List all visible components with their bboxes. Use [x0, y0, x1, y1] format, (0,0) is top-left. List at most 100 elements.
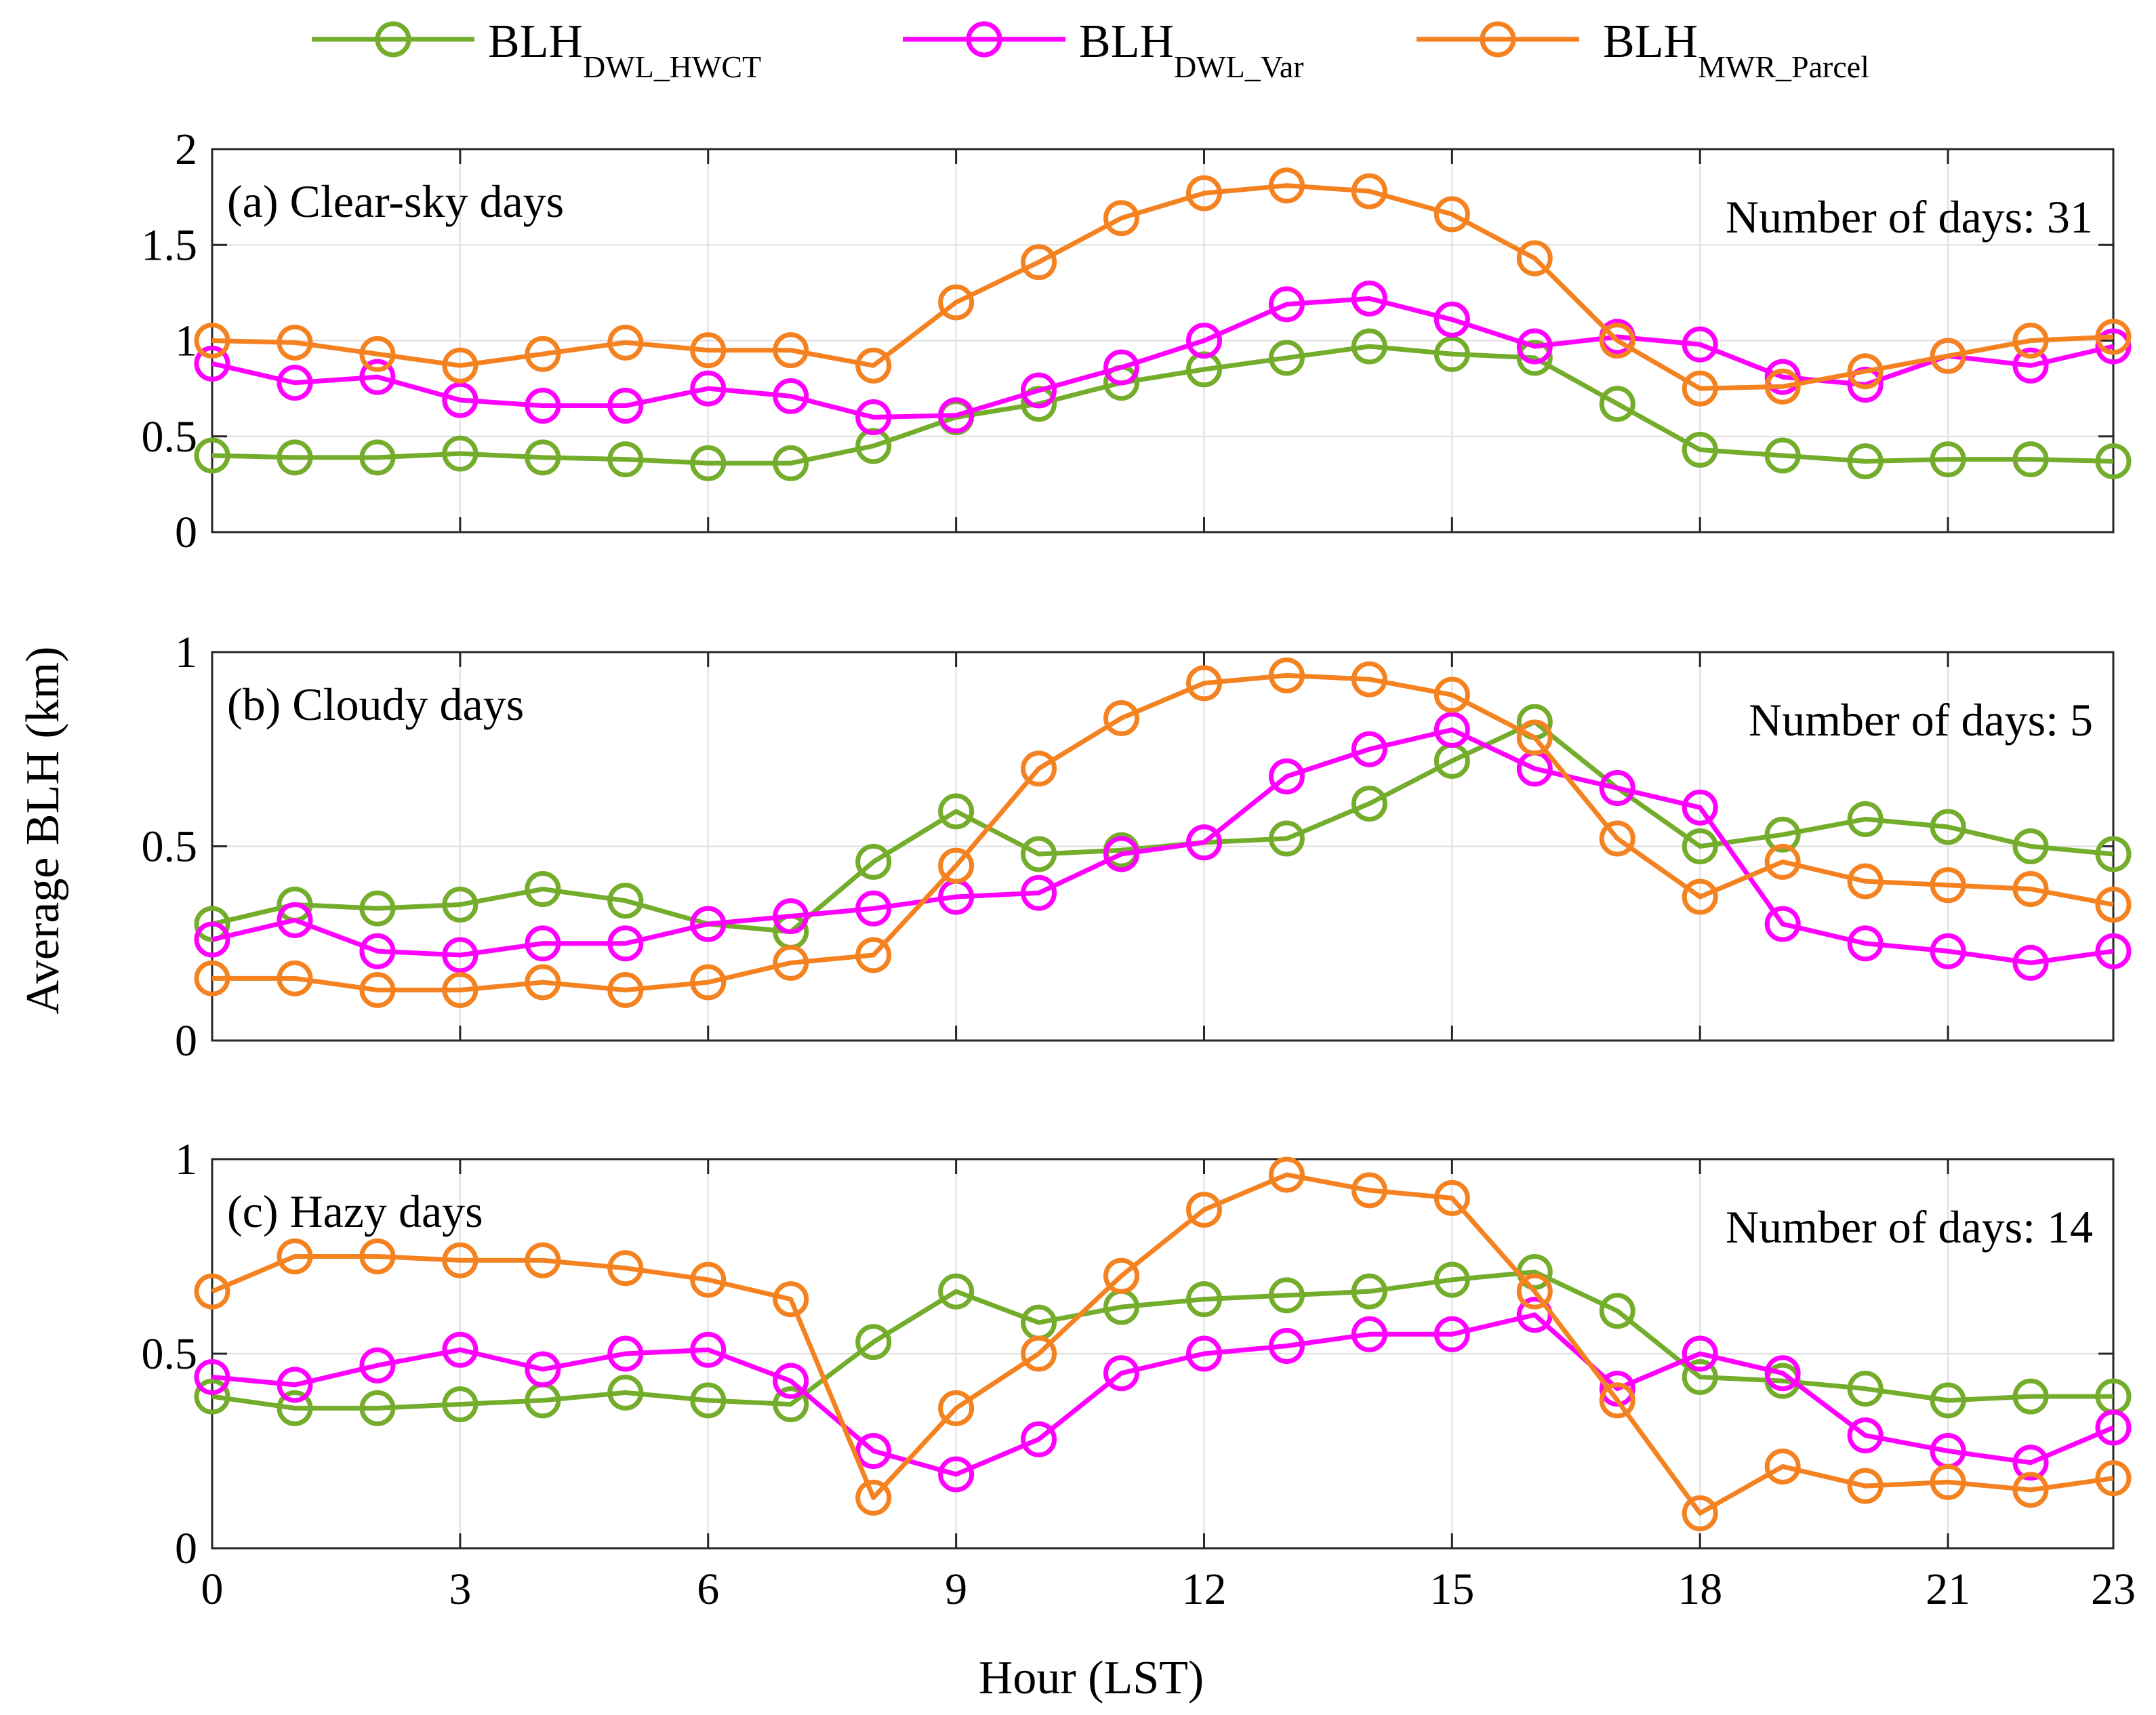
- data-point-var: [525, 388, 561, 424]
- data-point-hwct: [1351, 328, 1387, 365]
- data-point-parcel: [1103, 700, 1140, 736]
- data-point-parcel: [1847, 1468, 1884, 1504]
- data-point-parcel: [690, 964, 727, 1001]
- data-point-hwct: [938, 1273, 975, 1310]
- data-point-var: [1433, 301, 1470, 338]
- y-tick-label: 2: [175, 125, 197, 174]
- data-point-var: [1433, 712, 1470, 748]
- data-point-hwct: [1433, 336, 1470, 372]
- data-point-var: [773, 378, 809, 414]
- data-point-parcel: [1185, 175, 1222, 211]
- data-point-var: [1351, 731, 1387, 767]
- data-point-parcel: [442, 1242, 479, 1278]
- data-point-parcel: [1516, 240, 1553, 277]
- data-point-parcel: [1351, 173, 1387, 209]
- data-point-hwct: [773, 445, 809, 481]
- data-point-parcel: [277, 324, 313, 361]
- days-count-clear-sky: Number of days: 31: [1726, 191, 2093, 243]
- data-point-hwct: [1599, 1293, 1635, 1329]
- data-point-var: [1764, 1355, 1801, 1392]
- data-point-parcel: [1185, 1192, 1222, 1228]
- data-point-parcel: [773, 332, 809, 369]
- data-point-parcel: [2012, 323, 2049, 359]
- data-point-parcel: [2095, 1460, 2132, 1497]
- data-point-parcel: [1433, 677, 1470, 713]
- panel-clear-sky: 0 0.5 1 1.5 2 (a) Clear-sky days Number of day…: [142, 125, 2132, 557]
- y-tick-label: 0: [175, 508, 197, 557]
- data-point-hwct: [607, 883, 644, 919]
- data-point-parcel: [1930, 1464, 1966, 1500]
- data-point-hwct: [773, 1386, 809, 1423]
- y-tick-label: 0.5: [142, 412, 198, 462]
- data-point-parcel: [194, 960, 230, 996]
- data-point-parcel: [1021, 750, 1057, 787]
- panel-hazy: 0 0.5 1 0 3 6 9 12 15 18 21 23 (c) Hazy days Number o…: [142, 1135, 2136, 1614]
- legend-label-hwct: BLHDWL_HWCT: [488, 16, 761, 84]
- data-point-hwct: [690, 1382, 727, 1419]
- data-point-var: [1764, 906, 1801, 942]
- data-point-hwct: [359, 890, 396, 927]
- data-point-parcel: [1599, 820, 1635, 857]
- panel-cloudy: 0 0.5 1 (b) Cloudy days Number of days: 5: [142, 628, 2132, 1066]
- data-point-parcel: [1268, 657, 1305, 693]
- y-tick-label: 1: [175, 317, 197, 366]
- data-point-parcel: [938, 847, 975, 884]
- data-point-var: [277, 1367, 313, 1403]
- data-point-hwct: [855, 428, 892, 464]
- data-point-var: [2012, 347, 2049, 384]
- data-point-var: [442, 1331, 479, 1368]
- data-point-hwct: [1268, 1277, 1305, 1314]
- data-point-parcel: [1599, 323, 1635, 359]
- data-point-var: [855, 1433, 892, 1469]
- data-point-hwct: [1847, 801, 1884, 837]
- data-point-parcel: [194, 323, 230, 359]
- data-point-var: [277, 365, 313, 401]
- data-point-parcel: [525, 336, 561, 372]
- data-point-hwct: [1599, 386, 1635, 422]
- data-point-hwct: [525, 439, 561, 476]
- data-point-parcel: [1021, 1335, 1057, 1372]
- data-point-parcel: [1268, 167, 1305, 204]
- x-tick-label: 15: [1429, 1565, 1474, 1614]
- data-point-var: [938, 1456, 975, 1493]
- y-tick-label: 0.5: [142, 822, 198, 872]
- x-tick-label: 21: [1926, 1565, 1970, 1614]
- data-point-parcel: [2012, 1472, 2049, 1508]
- data-point-hwct: [359, 1390, 396, 1426]
- panel-title-hazy: (c) Hazy days: [227, 1186, 483, 1237]
- data-point-var: [277, 902, 313, 938]
- data-point-var: [1599, 770, 1635, 807]
- data-point-parcel: [359, 336, 396, 372]
- data-point-var: [194, 921, 230, 958]
- data-point-var: [607, 925, 644, 962]
- data-point-var: [1021, 874, 1057, 911]
- data-point-parcel: [1764, 368, 1801, 405]
- data-point-hwct: [855, 1324, 892, 1360]
- x-tick-label: 23: [2091, 1565, 2136, 1614]
- data-point-var: [1185, 824, 1222, 861]
- data-point-parcel: [607, 324, 644, 361]
- legend-entry-parcel: BLHMWR_Parcel: [1417, 16, 1869, 84]
- data-point-parcel: [1682, 1495, 1718, 1531]
- x-tick-label: 6: [697, 1565, 719, 1614]
- data-point-parcel: [2012, 871, 2049, 908]
- data-point-var: [2012, 1445, 2049, 1481]
- data-point-parcel: [690, 1262, 727, 1298]
- x-tick-label: 3: [449, 1565, 471, 1614]
- data-point-parcel: [690, 332, 727, 369]
- data-point-hwct: [1268, 340, 1305, 376]
- data-point-var: [1351, 280, 1387, 317]
- y-tick-label: 1: [175, 1135, 197, 1184]
- data-point-hwct: [194, 1378, 230, 1415]
- data-point-hwct: [2095, 443, 2132, 479]
- data-point-hwct: [1021, 836, 1057, 872]
- data-point-parcel: [1433, 1179, 1470, 1216]
- data-point-parcel: [1682, 370, 1718, 407]
- data-point-hwct: [2012, 1378, 2049, 1415]
- data-point-var: [1847, 1417, 1884, 1454]
- data-point-var: [773, 898, 809, 935]
- data-point-hwct: [1351, 785, 1387, 822]
- data-point-parcel: [1351, 1172, 1387, 1209]
- legend-label-parcel: BLHMWR_Parcel: [1603, 16, 1869, 84]
